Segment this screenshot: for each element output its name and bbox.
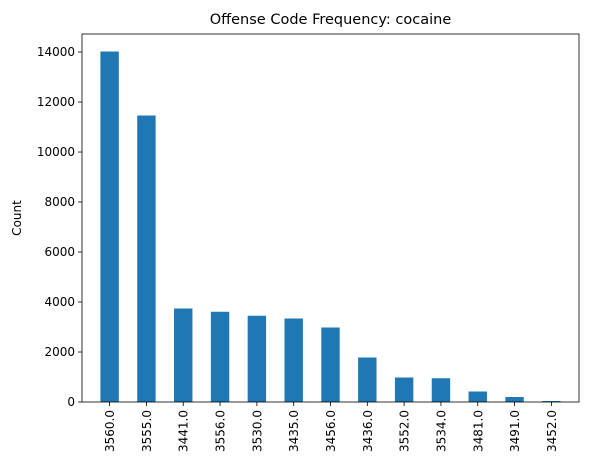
y-tick-label: 12000	[37, 95, 75, 109]
x-tick-label: 3436.0	[361, 410, 375, 452]
bar-3435.0	[284, 318, 303, 402]
x-tick-label: 3534.0	[434, 410, 448, 452]
bar-3530.0	[247, 315, 267, 402]
y-tick-label: 10000	[37, 145, 75, 159]
x-tick-label: 3491.0	[508, 410, 522, 452]
bar-3534.0	[431, 378, 451, 402]
bar-3555.0	[137, 115, 156, 402]
y-tick-label: 4000	[44, 295, 75, 309]
x-tick-label: 3560.0	[103, 410, 117, 452]
y-tick-label: 14000	[37, 45, 75, 59]
plot-frame	[81, 33, 580, 403]
x-tick-label: 3552.0	[398, 410, 412, 452]
chart-title: Offense Code Frequency: cocaine	[210, 12, 452, 28]
bar-3481.0	[468, 391, 487, 402]
bar-3436.0	[358, 357, 377, 402]
bar-3456.0	[321, 327, 340, 402]
bars-group	[100, 51, 561, 403]
bar-3552.0	[394, 377, 414, 402]
x-axis-ticks: 3560.0 3555.0 3441.0 3556.0 3530.0 3435.0 3456…	[103, 402, 559, 452]
x-tick-label: 3556.0	[214, 410, 228, 452]
y-tick-label: 8000	[44, 195, 75, 209]
bar-3491.0	[505, 397, 524, 402]
bar-3452.0	[542, 401, 561, 402]
y-tick-label: 2000	[44, 345, 75, 359]
y-tick-label: 6000	[44, 245, 75, 259]
y-axis-ticks: 0 2000 4000 6000 8000 10000 12000 14000	[37, 45, 82, 409]
bar-3441.0	[174, 308, 193, 402]
bar-3560.0	[100, 51, 119, 403]
x-tick-label: 3555.0	[140, 410, 154, 452]
x-tick-label: 3456.0	[324, 410, 338, 452]
y-axis-label: Count	[10, 200, 24, 236]
y-tick-label: 0	[67, 395, 75, 409]
bar-3556.0	[210, 311, 230, 402]
x-tick-label: 3530.0	[250, 410, 264, 452]
x-tick-label: 3435.0	[287, 410, 301, 452]
x-tick-label: 3481.0	[471, 410, 485, 452]
x-tick-label: 3441.0	[177, 410, 191, 452]
x-tick-label: 3452.0	[545, 410, 559, 452]
